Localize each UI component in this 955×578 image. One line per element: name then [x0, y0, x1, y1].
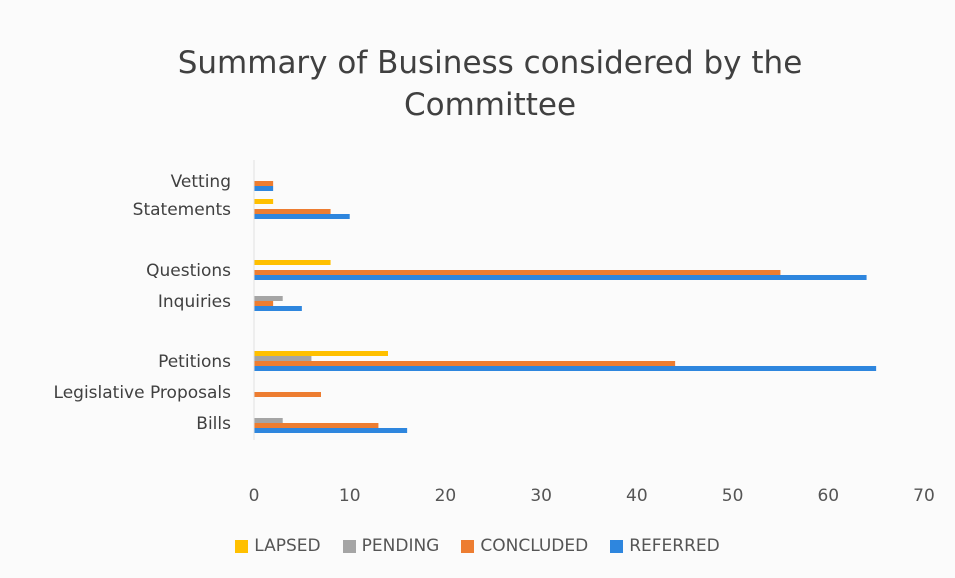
category-label: Statements	[133, 200, 231, 220]
legend-label: CONCLUDED	[480, 536, 589, 556]
bar-pending-inquiries	[254, 296, 283, 301]
x-tick-label: 0	[249, 486, 260, 506]
legend: LAPSED PENDING CONCLUDED REFERRED	[0, 536, 955, 556]
bar-concluded-vetting	[254, 181, 274, 186]
bar-lapsed-petitions	[254, 351, 388, 356]
x-tick-label: 30	[530, 486, 552, 506]
bar-pending-petitions	[254, 356, 312, 361]
category-labels: Vetting Statements Questions Inquiries Petit…	[54, 172, 232, 434]
bar-concluded-statements	[254, 209, 331, 214]
x-tick-label: 60	[817, 486, 839, 506]
legend-swatch	[610, 539, 624, 553]
category-label: Legislative Proposals	[54, 383, 232, 403]
legend-label: REFERRED	[629, 536, 720, 556]
x-tick-labels: 0 10 20 30 40 50 60 70	[249, 486, 935, 506]
bar-concluded-inquiries	[254, 301, 274, 306]
bar-referred-inquiries	[254, 306, 302, 311]
x-tick-label: 40	[626, 486, 648, 506]
bar-concluded-questions	[254, 270, 781, 275]
bars-group	[254, 181, 877, 433]
x-tick-label: 10	[339, 486, 361, 506]
bar-concluded-petitions	[254, 361, 676, 366]
bar-concluded-bills	[254, 423, 379, 428]
legend-item-pending: PENDING	[342, 536, 440, 556]
bar-lapsed-questions	[254, 260, 331, 265]
bar-concluded-legislative-proposals	[254, 392, 321, 397]
chart-title: Summary of Business considered by the Co…	[177, 45, 803, 123]
legend-label: LAPSED	[254, 536, 321, 556]
legend-label: PENDING	[361, 536, 440, 556]
bar-referred-statements	[254, 214, 350, 219]
bar-referred-bills	[254, 428, 408, 433]
legend-item-concluded: CONCLUDED	[461, 536, 588, 556]
category-label: Bills	[196, 414, 231, 434]
x-tick-label: 20	[435, 486, 457, 506]
legend-swatch	[342, 539, 356, 553]
category-label: Inquiries	[158, 292, 231, 312]
legend-swatch	[461, 539, 475, 553]
bar-referred-petitions	[254, 366, 877, 371]
x-tick-label: 50	[722, 486, 744, 506]
x-tick-label: 70	[913, 486, 935, 506]
category-label: Vetting	[171, 172, 231, 192]
category-label: Questions	[146, 261, 231, 281]
category-label: Petitions	[158, 352, 231, 372]
legend-swatch	[235, 539, 249, 553]
bar-lapsed-statements	[254, 199, 274, 204]
bar-referred-vetting	[254, 186, 274, 191]
legend-item-lapsed: LAPSED	[235, 536, 321, 556]
legend-item-referred: REFERRED	[610, 536, 720, 556]
bar-pending-bills	[254, 418, 283, 423]
bar-referred-questions	[254, 275, 867, 280]
